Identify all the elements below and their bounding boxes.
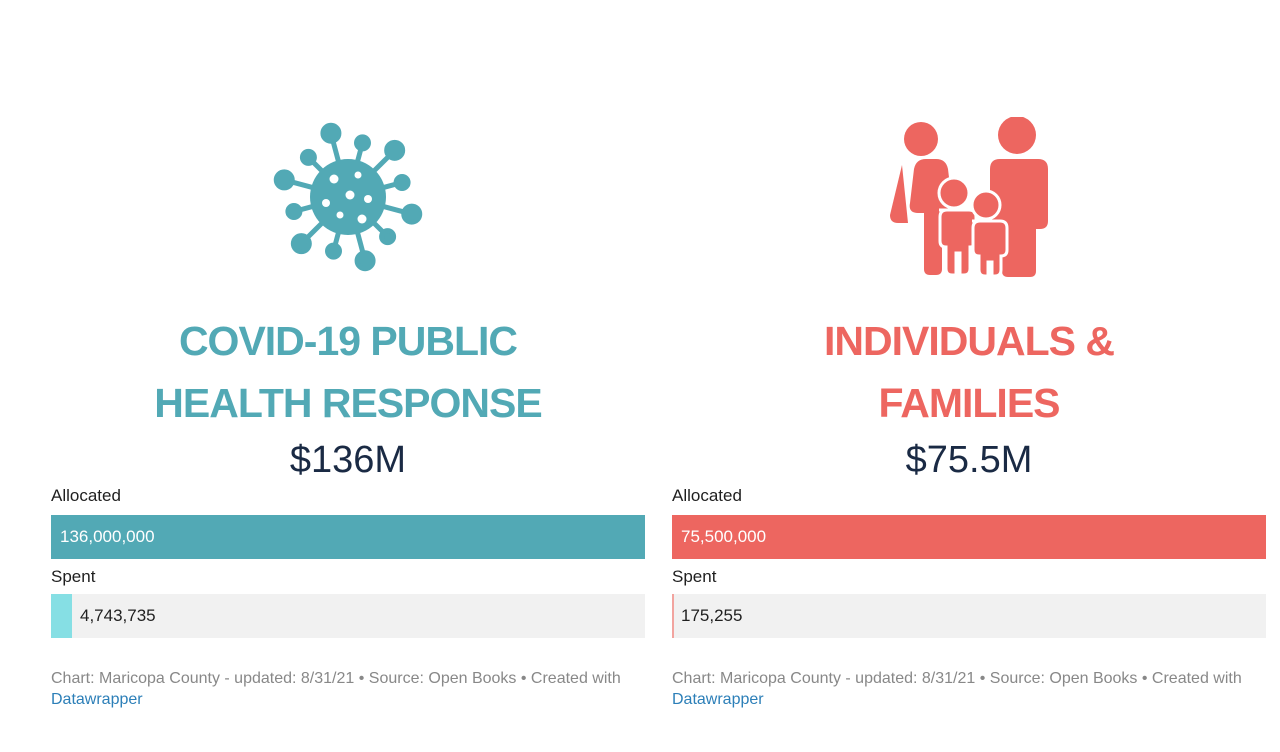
bar-track-allocated: 136,000,000 [51, 515, 645, 559]
chart-title: INDIVIDUALS & FAMILIES [824, 318, 1115, 426]
value-label-spent: 175,255 [681, 606, 743, 625]
bar-allocated [51, 515, 645, 559]
footer-text: Chart: Maricopa County - updated: 8/31/2… [51, 670, 621, 687]
footer-text: Chart: Maricopa County - updated: 8/31/2… [672, 670, 1242, 687]
chart-footer: Chart: Maricopa County - updated: 8/31/2… [672, 668, 1266, 710]
bar-track-spent: 175,255 [672, 594, 1266, 638]
datawrapper-link[interactable]: Datawrapper [51, 691, 143, 708]
value-label-spent: 4,743,735 [80, 606, 156, 625]
virus-icon [51, 112, 645, 282]
value-label-allocated: 75,500,000 [681, 527, 767, 546]
chart-title: COVID-19 PUBLIC HEALTH RESPONSE [154, 318, 542, 426]
category-label-allocated: Allocated [672, 486, 742, 505]
bar-track-allocated: 75,500,000 [672, 515, 1266, 559]
chart-footer: Chart: Maricopa County - updated: 8/31/2… [51, 668, 645, 710]
bar-spent [51, 594, 72, 638]
bar-spent [672, 594, 674, 638]
bar-track-spent: 4,743,735 [51, 594, 645, 638]
category-label-spent: Spent [672, 567, 717, 586]
bar-allocated [672, 515, 1266, 559]
amount-label: $136M [289, 439, 407, 481]
chart-panel-families: INDIVIDUALS & FAMILIES $75.5M Allocated … [672, 0, 1266, 752]
value-label-allocated: 136,000,000 [60, 527, 155, 546]
category-label-spent: Spent [51, 567, 96, 586]
chart-panel-covid: COVID-19 PUBLIC HEALTH RESPONSE $136M Al… [51, 0, 645, 752]
category-label-allocated: Allocated [51, 486, 121, 505]
datawrapper-link[interactable]: Datawrapper [672, 691, 764, 708]
amount-label: $75.5M [905, 439, 1033, 481]
family-icon [672, 112, 1266, 282]
